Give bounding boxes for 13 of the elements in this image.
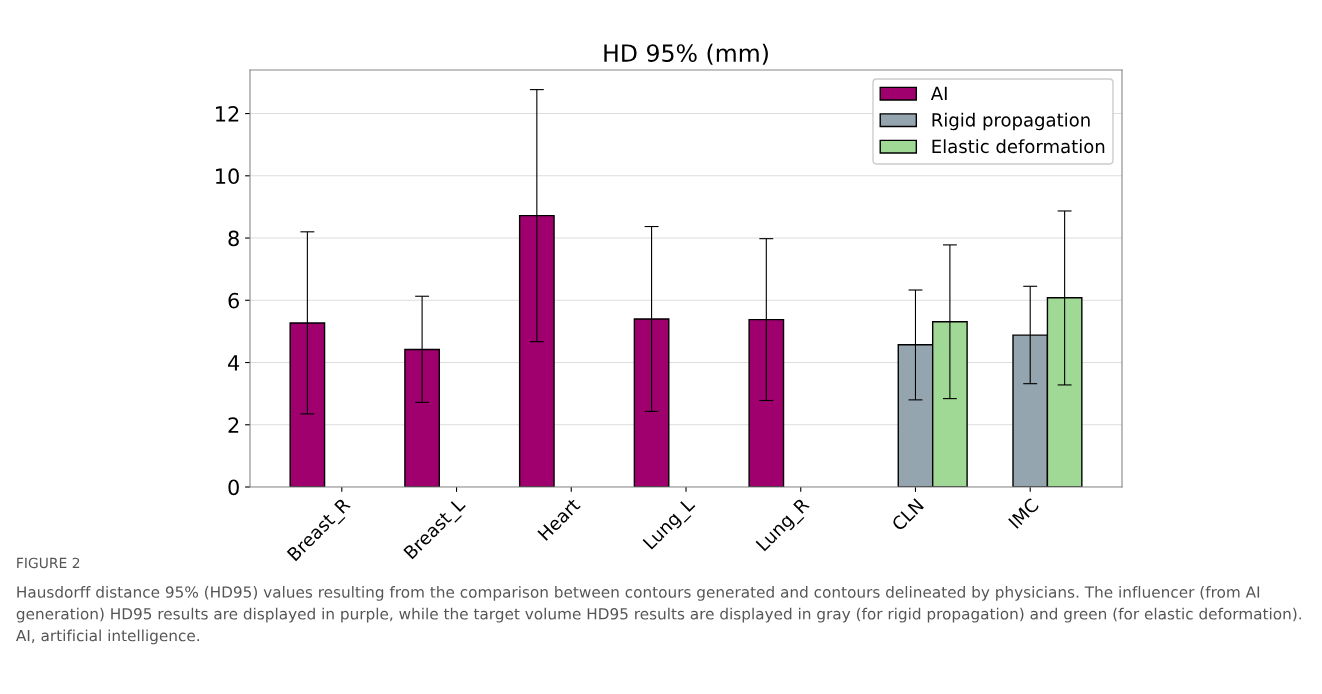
y-tick-label: 8 [228, 230, 239, 247]
y-tick-label: 6 [228, 292, 239, 309]
chart-title: HD 95% (mm) [604, 43, 768, 65]
y-tick-label: 0 [228, 479, 239, 496]
text: Hausdorff distance 95% (HD95) values resulting from the comparison between contours generated and contours delineated by physicians. The influencer (from AI generation) HD95 results are displayed in purple, while the target volume HD95 results are displayed in gray (for rigid propagation) and green (for elastic deformation). AI, artificial intelligence. [15, 586, 1301, 645]
y-tick-label: 12 [216, 106, 239, 122]
y-tick-label: 4 [228, 355, 240, 371]
legend-label: Rigid propagation [932, 112, 1090, 131]
y-tick-label: 10 [216, 168, 239, 185]
caption: FIGURE 2 [17, 557, 80, 569]
y-tick-label: 2 [228, 417, 239, 433]
legend-label: Elastic deformation [932, 139, 1105, 154]
legend-label: AI [930, 86, 947, 100]
